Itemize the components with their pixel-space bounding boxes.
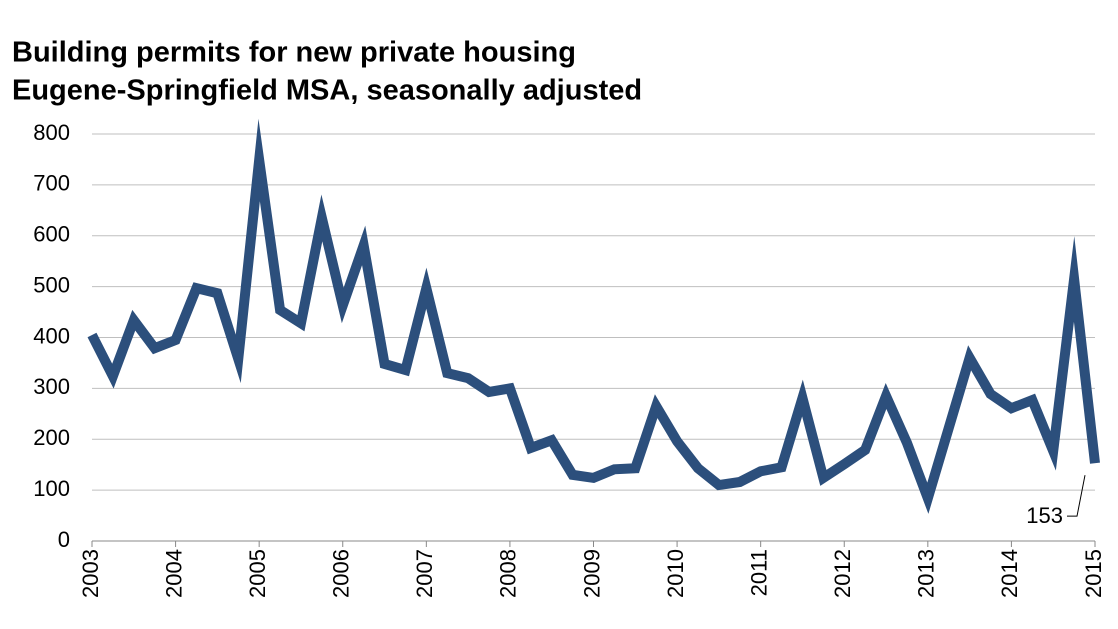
chart-title: Building permits for new private housing xyxy=(12,37,576,69)
x-tick-label: 2011 xyxy=(746,549,771,596)
x-tick-label: 2005 xyxy=(245,549,270,598)
x-tick-label: 2015 xyxy=(1081,549,1106,598)
x-tick-label: 2006 xyxy=(329,549,354,598)
y-tick-label: 300 xyxy=(33,374,70,399)
y-tick-label: 800 xyxy=(33,120,70,145)
y-tick-label: 400 xyxy=(33,323,70,348)
data-label: 153 xyxy=(1026,503,1063,528)
chart-subtitle: Eugene-Springfield MSA, seasonally adjus… xyxy=(12,75,642,107)
x-tick-label: 2007 xyxy=(412,549,437,598)
x-tick-label: 2014 xyxy=(997,549,1022,598)
y-tick-label: 600 xyxy=(33,222,70,247)
y-tick-label: 100 xyxy=(33,476,70,501)
y-tick-label: 0 xyxy=(58,527,70,552)
x-tick-label: 2013 xyxy=(914,549,939,598)
x-tick-label: 2009 xyxy=(579,549,604,598)
x-tick-label: 2004 xyxy=(161,549,186,598)
data-line xyxy=(87,118,1100,514)
x-tick-label: 2003 xyxy=(78,549,103,598)
x-tick-label: 2010 xyxy=(663,549,688,598)
x-tick-label: 2008 xyxy=(496,549,521,598)
y-tick-label: 200 xyxy=(33,425,70,450)
label-leader xyxy=(1067,475,1086,517)
x-tick-label: 2012 xyxy=(830,549,855,598)
y-tick-label: 700 xyxy=(33,171,70,196)
y-tick-label: 500 xyxy=(33,272,70,297)
